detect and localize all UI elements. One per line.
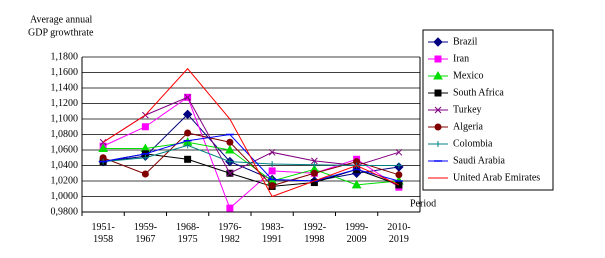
legend-marker xyxy=(433,37,443,47)
legend-marker xyxy=(434,89,442,97)
y-axis-label: GDP growthrate xyxy=(28,27,94,38)
legend-marker xyxy=(434,55,442,63)
y-tick-label: 1,1200 xyxy=(51,98,79,109)
legend-label: United Arab Emirates xyxy=(453,172,540,183)
marker xyxy=(269,160,276,167)
y-tick-label: 1,1600 xyxy=(51,67,79,78)
marker xyxy=(226,158,233,165)
legend-marker xyxy=(435,141,441,147)
legend-label: Mexico xyxy=(453,70,484,81)
y-tick-label: 1,0000 xyxy=(51,191,79,202)
series-line xyxy=(103,144,399,166)
marker xyxy=(184,129,192,137)
y-tick-label: 0,9800 xyxy=(51,206,79,217)
marker xyxy=(395,171,403,179)
legend-label: South Africa xyxy=(453,87,504,98)
legend-label: Saudi Arabia xyxy=(453,155,505,166)
x-tick-label: 2010-2019 xyxy=(387,222,411,245)
legend-label: Algeria xyxy=(453,121,484,132)
marker xyxy=(351,179,362,189)
y-tick-label: 1,0800 xyxy=(51,129,79,140)
marker xyxy=(311,157,318,165)
series-line xyxy=(102,67,400,198)
marker xyxy=(141,170,149,178)
legend-marker xyxy=(434,123,442,131)
marker xyxy=(142,154,149,161)
marker xyxy=(98,143,108,152)
series-line xyxy=(103,141,399,186)
marker xyxy=(226,138,234,146)
x-tick-label: 1951-1958 xyxy=(91,222,115,245)
x-tick-label: 1968-1975 xyxy=(175,222,200,245)
legend-label: Iran xyxy=(453,53,469,64)
series-line xyxy=(103,113,399,182)
y-axis-label: Average annual xyxy=(30,14,93,25)
x-tick-label: 1999-2009 xyxy=(344,222,369,245)
series-line xyxy=(102,132,400,187)
marker xyxy=(182,109,193,120)
x-tick-label: 1959-1967 xyxy=(133,222,158,245)
y-tick-label: 1,0600 xyxy=(51,144,79,155)
x-axis-label: Period xyxy=(410,198,436,209)
marker xyxy=(226,169,234,177)
legend-box xyxy=(422,29,554,191)
y-tick-label: 1,1400 xyxy=(51,82,79,93)
y-tick-label: 1,0200 xyxy=(51,175,79,186)
marker xyxy=(184,93,191,101)
legend-marker xyxy=(433,70,443,80)
marker xyxy=(184,142,191,149)
legend-marker xyxy=(434,106,442,114)
series-line xyxy=(102,96,400,209)
marker xyxy=(225,144,235,154)
marker xyxy=(395,148,403,156)
marker xyxy=(268,182,276,190)
y-tick-label: 1,1000 xyxy=(51,113,79,124)
marker xyxy=(226,204,234,212)
y-tick-label: 1,1800 xyxy=(51,51,79,62)
legend-label: Brazil xyxy=(453,36,478,47)
marker xyxy=(141,123,149,131)
marker xyxy=(268,148,276,156)
x-tick-label: 1983-1991 xyxy=(260,222,284,245)
marker xyxy=(311,161,318,168)
legend-label: Colombia xyxy=(453,138,493,149)
marker xyxy=(268,167,276,175)
marker xyxy=(310,169,318,177)
legend-label: Turkey xyxy=(453,104,482,115)
marker xyxy=(184,155,192,163)
marker xyxy=(395,162,402,169)
y-tick-label: 1,0400 xyxy=(51,160,79,171)
x-tick-label: 1992-1998 xyxy=(302,222,327,245)
x-tick-label: 1976-1982 xyxy=(218,222,242,245)
